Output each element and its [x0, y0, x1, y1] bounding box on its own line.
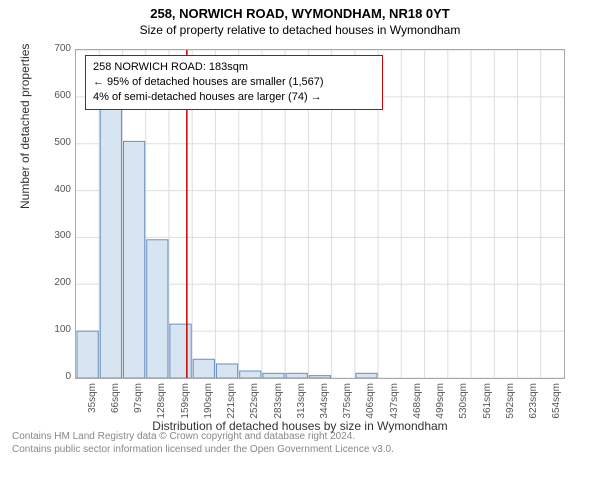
- histogram-bar: [147, 240, 168, 378]
- histogram-bar: [170, 324, 191, 378]
- infobox-larger-pct: 4% of semi-detached houses are larger (7…: [93, 90, 375, 105]
- x-tick-label: 654sqm: [551, 383, 562, 423]
- x-tick-label: 66sqm: [110, 383, 121, 423]
- histogram-bar: [123, 141, 144, 378]
- x-axis: 35sqm 66sqm 97sqm 128sqm 159sqm 190sqm 221sqm 2…: [75, 381, 565, 421]
- histogram-bar: [100, 109, 121, 378]
- reference-infobox: 258 NORWICH ROAD: 183sqm ← 95% of detach…: [85, 55, 383, 110]
- x-tick-label: 561sqm: [482, 383, 493, 423]
- x-tick-label: 437sqm: [389, 383, 400, 423]
- histogram-chart: Number of detached properties 0 100 200 300…: [20, 39, 580, 424]
- x-tick-label: 97sqm: [133, 383, 144, 423]
- y-tick-label: 300: [43, 230, 71, 241]
- x-tick-label: 252sqm: [249, 383, 260, 423]
- x-tick-label: 313sqm: [296, 383, 307, 423]
- histogram-bar: [356, 373, 377, 378]
- y-tick-label: 100: [43, 324, 71, 335]
- infobox-smaller-pct: ← 95% of detached houses are smaller (1,…: [93, 75, 375, 90]
- x-tick-label: 344sqm: [319, 383, 330, 423]
- x-tick-label: 530sqm: [458, 383, 469, 423]
- chart-subtitle: Size of property relative to detached ho…: [0, 23, 600, 37]
- x-tick-label: 468sqm: [412, 383, 423, 423]
- histogram-bar: [77, 331, 98, 378]
- histogram-bar: [286, 373, 307, 378]
- y-axis: 0100200300400500600700: [40, 49, 75, 379]
- histogram-bar: [309, 376, 330, 378]
- footer-line-2: Contains public sector information licen…: [12, 443, 588, 456]
- x-tick-label: 375sqm: [342, 383, 353, 423]
- y-tick-label: 0: [43, 371, 71, 382]
- x-tick-label: 35sqm: [87, 383, 98, 423]
- y-axis-label: Number of detached properties: [18, 44, 32, 209]
- x-tick-label: 159sqm: [180, 383, 191, 423]
- x-tick-label: 190sqm: [203, 383, 214, 423]
- x-tick-label: 221sqm: [226, 383, 237, 423]
- y-tick-label: 500: [43, 137, 71, 148]
- x-tick-label: 592sqm: [505, 383, 516, 423]
- x-tick-label: 128sqm: [156, 383, 167, 423]
- histogram-bar: [240, 371, 261, 378]
- histogram-bar: [263, 373, 284, 378]
- histogram-bar: [193, 359, 214, 378]
- y-tick-label: 700: [43, 43, 71, 54]
- x-tick-label: 499sqm: [435, 383, 446, 423]
- infobox-address-size: 258 NORWICH ROAD: 183sqm: [93, 60, 375, 75]
- y-tick-label: 600: [43, 90, 71, 101]
- x-axis-label: Distribution of detached houses by size …: [20, 419, 580, 433]
- x-tick-label: 406sqm: [365, 383, 376, 423]
- page-title: 258, NORWICH ROAD, WYMONDHAM, NR18 0YT: [0, 6, 600, 21]
- y-tick-label: 200: [43, 277, 71, 288]
- x-tick-label: 283sqm: [273, 383, 284, 423]
- y-tick-label: 400: [43, 184, 71, 195]
- histogram-bar: [216, 364, 237, 378]
- x-tick-label: 623sqm: [528, 383, 539, 423]
